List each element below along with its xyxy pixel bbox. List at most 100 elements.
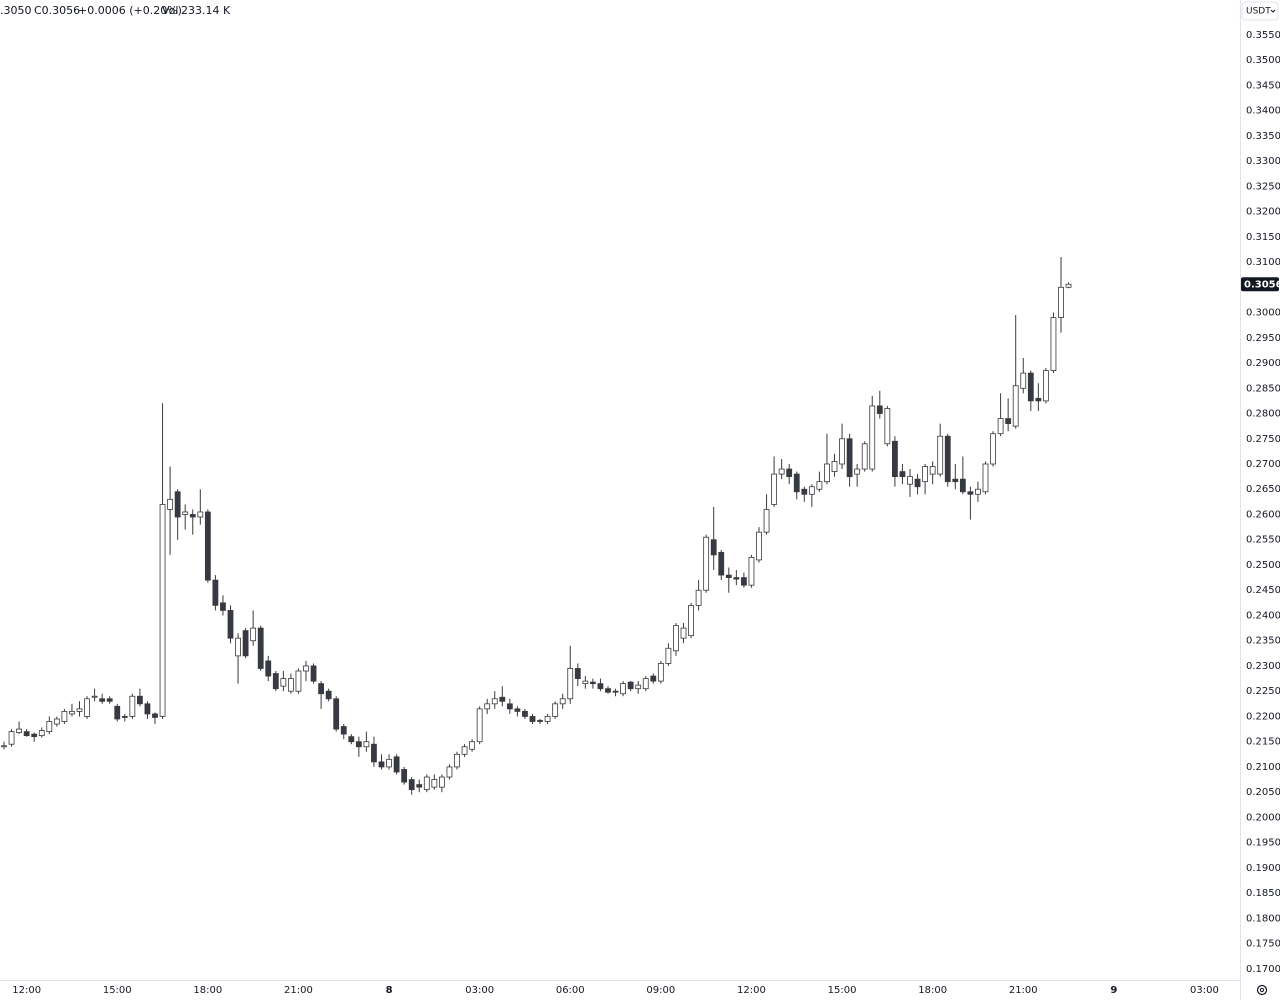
candle-body xyxy=(627,681,634,690)
candle-body xyxy=(522,710,528,717)
candle-body xyxy=(665,647,672,664)
candle-body xyxy=(892,440,898,478)
last-price-badge xyxy=(1241,277,1279,292)
y-tick-label: 0.2600 xyxy=(1246,509,1280,520)
y-tick-label: 0.2150 xyxy=(1246,737,1280,748)
candle-body xyxy=(1050,317,1057,371)
candle-body xyxy=(8,731,15,745)
candle-body xyxy=(786,468,793,478)
y-tick-label: 0.2450 xyxy=(1246,585,1280,596)
candle-body xyxy=(333,698,340,730)
x-tick-label: 8 xyxy=(386,985,393,996)
candle-body xyxy=(1035,397,1042,402)
candle-body xyxy=(1027,372,1034,402)
candle-body xyxy=(295,670,302,692)
candle-body xyxy=(84,698,90,717)
x-tick-label: 21:00 xyxy=(284,985,313,996)
candle-body xyxy=(1012,385,1019,427)
currency-dropdown[interactable]: USDT xyxy=(1241,1,1279,21)
y-tick-label: 0.2800 xyxy=(1246,409,1280,420)
candle-body xyxy=(235,637,241,657)
candle-body xyxy=(220,602,226,611)
x-tick-label: 03:00 xyxy=(1190,985,1219,996)
candle-body xyxy=(695,589,702,606)
dropdown-chevron[interactable] xyxy=(1270,9,1276,13)
candle-body xyxy=(642,678,649,690)
candle-body xyxy=(491,698,498,705)
settings-gear[interactable] xyxy=(1256,984,1268,996)
candle-body xyxy=(725,574,732,578)
candle-body xyxy=(152,713,158,718)
candle-body xyxy=(944,435,951,483)
x-tick-label: 12:00 xyxy=(12,985,41,996)
settings-button[interactable] xyxy=(1256,984,1268,996)
candle-body xyxy=(61,710,68,722)
candle-body xyxy=(1020,372,1027,389)
y-tick-label: 0.2250 xyxy=(1246,686,1280,697)
candle-body xyxy=(69,710,75,715)
x-tick-label: 06:00 xyxy=(556,985,585,996)
candle-body xyxy=(46,721,53,732)
candle-body xyxy=(718,551,725,576)
candle-body xyxy=(733,577,740,580)
close-value: C0.3056 xyxy=(34,4,80,17)
candle-body xyxy=(997,418,1004,435)
candle-body xyxy=(975,488,981,495)
candle-body xyxy=(748,557,755,586)
candle-body xyxy=(1,745,7,748)
y-tick-label: 0.2200 xyxy=(1246,711,1280,722)
candle-body xyxy=(227,610,234,639)
change-value: +0.0006 (+0.20%) xyxy=(78,4,182,17)
candle-body xyxy=(144,703,151,715)
y-tick-label: 0.3450 xyxy=(1246,80,1280,91)
candle-body xyxy=(778,468,785,475)
candle-body xyxy=(348,736,355,743)
candle-body xyxy=(318,683,325,695)
y-tick-label: 0.3250 xyxy=(1246,181,1280,192)
candle-body xyxy=(446,766,453,778)
candle-body xyxy=(673,625,679,652)
candle-body xyxy=(265,660,272,677)
candle-body xyxy=(454,753,460,768)
candle-body xyxy=(38,730,45,737)
candle-body xyxy=(929,466,936,475)
candle-body xyxy=(91,695,98,698)
candle-body xyxy=(907,476,913,485)
candle-body xyxy=(250,627,257,642)
candle-body xyxy=(386,758,392,768)
currency-box[interactable] xyxy=(1241,1,1279,21)
settings-gear-center[interactable] xyxy=(1259,987,1265,993)
candle-body xyxy=(756,531,762,561)
candle-body xyxy=(287,678,294,692)
candle-body xyxy=(136,695,143,705)
candle-body xyxy=(438,776,445,788)
x-tick-label: 12:00 xyxy=(737,985,766,996)
y-tick-label: 0.3300 xyxy=(1246,156,1280,167)
currency-label[interactable]: USDT xyxy=(1246,7,1271,17)
candle-body xyxy=(574,668,581,679)
candle-body xyxy=(544,716,551,722)
y-tick-label: 0.2050 xyxy=(1246,787,1280,798)
candle-body xyxy=(416,784,423,788)
candle-body xyxy=(340,726,347,735)
candle-body xyxy=(808,486,815,495)
candle-body xyxy=(408,779,415,791)
volume-value: 233.14 K xyxy=(181,4,231,17)
candle-body xyxy=(159,503,166,717)
y-tick-label: 0.3550 xyxy=(1246,30,1280,41)
candle-body xyxy=(1043,370,1049,402)
candle-body xyxy=(590,681,596,685)
candle-body xyxy=(197,511,204,518)
candle-body xyxy=(922,466,928,483)
open-value: .3050 xyxy=(0,4,32,17)
candle-body xyxy=(499,696,506,702)
candle-body xyxy=(869,405,876,470)
candle-body xyxy=(937,435,944,475)
candle-body xyxy=(371,743,377,763)
candle-body xyxy=(114,705,121,720)
candle-body xyxy=(355,741,362,748)
candle-body xyxy=(363,741,370,748)
candle-body xyxy=(423,776,430,791)
